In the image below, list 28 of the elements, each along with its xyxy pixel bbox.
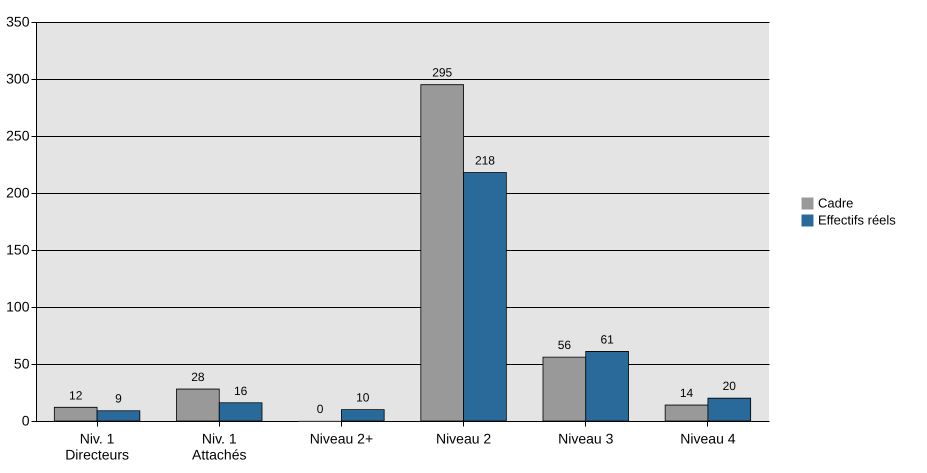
x-tick-label: Niveau 2	[436, 430, 492, 446]
x-tick-label: Niveau 3	[558, 430, 614, 446]
data-label: 295	[432, 66, 453, 80]
data-label: 56	[558, 338, 572, 352]
y-tick-label: 350	[6, 14, 30, 30]
legend-label: Effectifs réels	[818, 212, 896, 228]
x-tick-label: Niveau 2+	[310, 430, 374, 446]
data-label: 12	[69, 388, 83, 402]
y-tick-label: 150	[6, 242, 30, 258]
data-label: 28	[191, 370, 205, 384]
data-label: 14	[680, 386, 694, 400]
x-tick-label: Niveau 4	[680, 430, 736, 446]
legend-label: Cadre	[818, 196, 854, 210]
x-tick-label: Niv. 1 Attachés	[192, 430, 246, 462]
data-label: 61	[600, 332, 614, 346]
y-tick-label: 0	[22, 412, 30, 428]
y-tick-label: 250	[6, 128, 30, 144]
y-tick-label: 200	[6, 184, 30, 200]
data-label: 10	[356, 390, 370, 405]
y-tick-label: 100	[6, 298, 30, 314]
y-tick-label: 50	[14, 356, 30, 372]
data-label: 9	[115, 392, 122, 406]
data-label: 0	[316, 402, 324, 416]
data-label: 20	[722, 379, 736, 394]
y-tick-label: 300	[6, 70, 30, 86]
data-label: 16	[234, 384, 248, 398]
x-tick-label: Niv. 1 Directeurs	[65, 430, 129, 462]
data-label: 218	[474, 153, 496, 168]
